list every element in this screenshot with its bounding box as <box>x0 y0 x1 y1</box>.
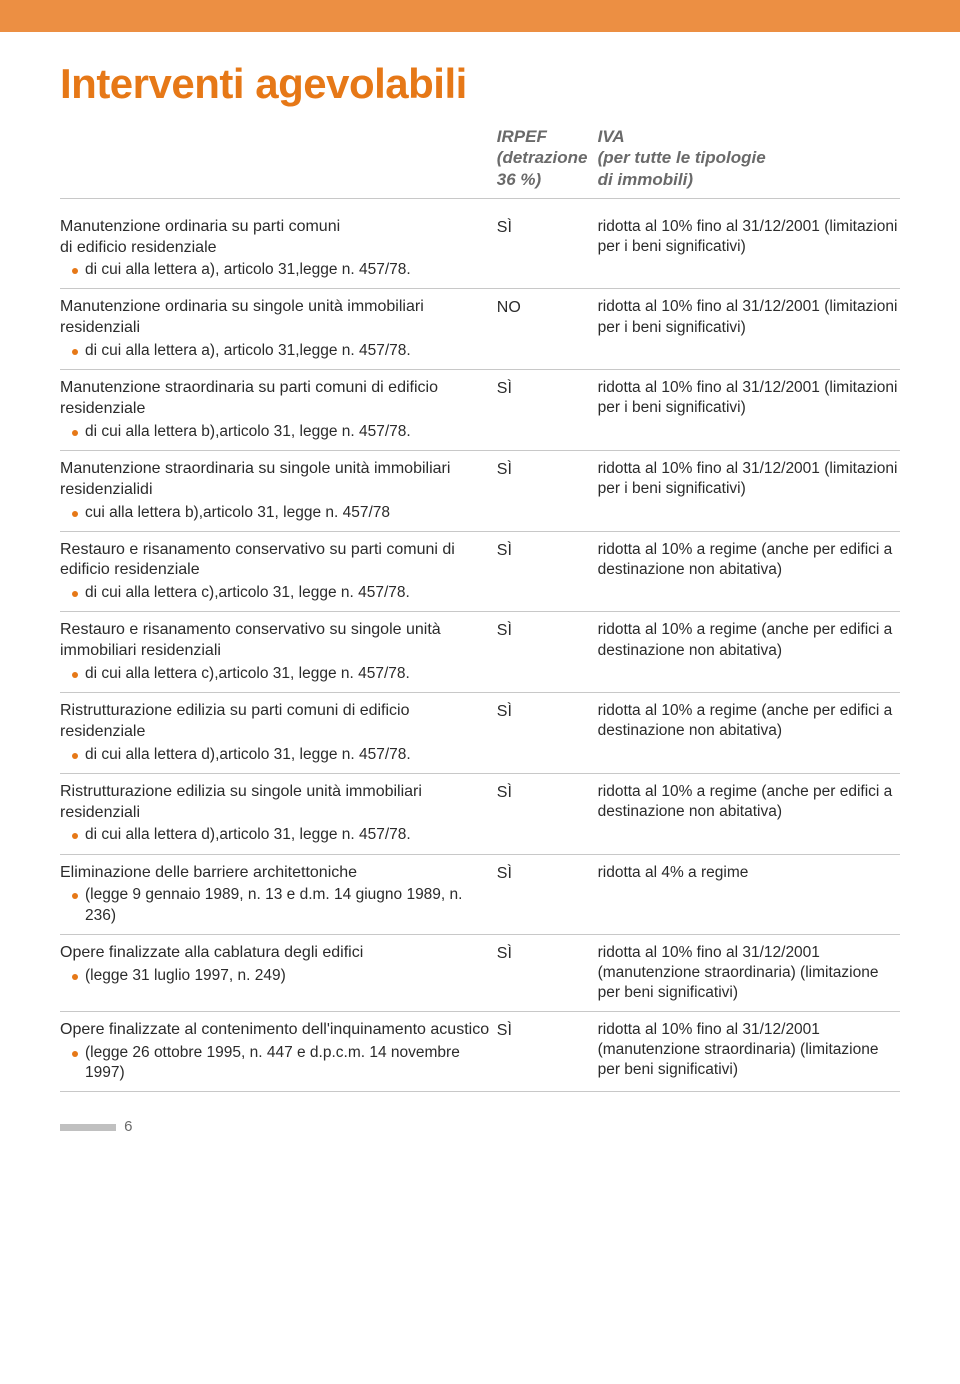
row-description: Ristrutturazione edilizia su singole uni… <box>60 782 497 846</box>
row-bullet-text: (legge 31 luglio 1997, n. 249) <box>85 966 286 986</box>
row-bullet-text: (legge 26 ottobre 1995, n. 447 e d.p.c.m… <box>85 1043 497 1083</box>
row-description: Manutenzione ordinaria su parti comuni d… <box>60 217 497 281</box>
bullet-icon <box>72 430 78 436</box>
row-description: Manutenzione straordinaria su singole un… <box>60 459 497 523</box>
row-iva-value: ridotta al 10% a regime (anche per edifi… <box>598 701 900 765</box>
bullet-icon <box>72 672 78 678</box>
row-description-main: Manutenzione straordinaria su singole un… <box>60 459 497 501</box>
row-description: Restauro e risanamento conservativo su p… <box>60 540 497 604</box>
row-irpef-value: SÌ <box>497 378 598 442</box>
row-iva-value: ridotta al 10% fino al 31/12/2001 (manut… <box>598 1020 900 1083</box>
row-irpef-value: SÌ <box>497 217 598 281</box>
page-footer: 6 <box>60 1118 900 1135</box>
row-irpef-value: SÌ <box>497 620 598 684</box>
row-description-main: Manutenzione ordinaria su parti comuni d… <box>60 217 497 259</box>
row-description-main: Restauro e risanamento conservativo su p… <box>60 540 497 582</box>
page-number: 6 <box>124 1118 132 1135</box>
table-row: Opere finalizzate al contenimento dell'i… <box>60 1012 900 1092</box>
row-bullet-line: di cui alla lettera d),articolo 31, legg… <box>60 825 497 845</box>
row-description-main: Ristrutturazione edilizia su parti comun… <box>60 701 497 743</box>
header-col-iva: IVA (per tutte le tipologie di immobili) <box>598 126 900 190</box>
row-bullet-text: di cui alla lettera a), articolo 31,legg… <box>85 260 411 280</box>
table-header-row: IRPEF (detrazione 36 %) IVA (per tutte l… <box>60 126 900 199</box>
row-bullet-text: di cui alla lettera a), articolo 31,legg… <box>85 341 411 361</box>
row-iva-value: ridotta al 10% fino al 31/12/2001 (limit… <box>598 378 900 442</box>
row-description: Eliminazione delle barriere architettoni… <box>60 863 497 926</box>
row-irpef-value: SÌ <box>497 540 598 604</box>
row-bullet-line: di cui alla lettera b),articolo 31, legg… <box>60 422 497 442</box>
row-bullet-text: (legge 9 gennaio 1989, n. 13 e d.m. 14 g… <box>85 885 497 925</box>
row-bullet-line: di cui alla lettera c),articolo 31, legg… <box>60 664 497 684</box>
header-col-description <box>60 126 497 190</box>
row-bullet-line: (legge 26 ottobre 1995, n. 447 e d.p.c.m… <box>60 1043 497 1083</box>
row-irpef-value: SÌ <box>497 1020 598 1083</box>
row-iva-value: ridotta al 10% fino al 31/12/2001 (limit… <box>598 297 900 361</box>
table-row: Restauro e risanamento conservativo su s… <box>60 612 900 693</box>
row-iva-value: ridotta al 10% a regime (anche per edifi… <box>598 540 900 604</box>
bullet-icon <box>72 893 78 899</box>
row-bullet-line: cui alla lettera b),articolo 31, legge n… <box>60 503 497 523</box>
table-body: Manutenzione ordinaria su parti comuni d… <box>60 209 900 1092</box>
row-irpef-value: SÌ <box>497 459 598 523</box>
row-irpef-value: NO <box>497 297 598 361</box>
bullet-icon <box>72 591 78 597</box>
row-bullet-text: di cui alla lettera d),articolo 31, legg… <box>85 825 411 845</box>
row-description: Ristrutturazione edilizia su parti comun… <box>60 701 497 765</box>
bullet-icon <box>72 974 78 980</box>
table-row: Ristrutturazione edilizia su parti comun… <box>60 693 900 774</box>
bullet-icon <box>72 268 78 274</box>
row-bullet-text: cui alla lettera b),articolo 31, legge n… <box>85 503 390 523</box>
row-description-main: Opere finalizzate al contenimento dell'i… <box>60 1020 497 1041</box>
row-irpef-value: SÌ <box>497 863 598 926</box>
row-bullet-line: di cui alla lettera a), articolo 31,legg… <box>60 341 497 361</box>
bullet-icon <box>72 753 78 759</box>
bullet-icon <box>72 349 78 355</box>
row-bullet-line: di cui alla lettera a), articolo 31,legg… <box>60 260 497 280</box>
row-description-main: Restauro e risanamento conservativo su s… <box>60 620 497 662</box>
row-bullet-text: di cui alla lettera c),articolo 31, legg… <box>85 664 410 684</box>
row-bullet-line: di cui alla lettera c),articolo 31, legg… <box>60 583 497 603</box>
table-row: Opere finalizzate alla cablatura degli e… <box>60 935 900 1012</box>
header-col-irpef: IRPEF (detrazione 36 %) <box>497 126 598 190</box>
row-description: Opere finalizzate alla cablatura degli e… <box>60 943 497 1003</box>
table-row: Eliminazione delle barriere architettoni… <box>60 855 900 935</box>
row-bullet-text: di cui alla lettera b),articolo 31, legg… <box>85 422 411 442</box>
row-iva-value: ridotta al 10% fino al 31/12/2001 (limit… <box>598 217 900 281</box>
page-content: Interventi agevolabili IRPEF (detrazione… <box>0 32 960 1175</box>
bullet-icon <box>72 1051 78 1057</box>
row-description: Manutenzione ordinaria su singole unità … <box>60 297 497 361</box>
row-iva-value: ridotta al 10% fino al 31/12/2001 (limit… <box>598 459 900 523</box>
row-iva-value: ridotta al 4% a regime <box>598 863 900 926</box>
row-bullet-line: (legge 31 luglio 1997, n. 249) <box>60 966 497 986</box>
row-iva-value: ridotta al 10% a regime (anche per edifi… <box>598 620 900 684</box>
row-description-main: Ristrutturazione edilizia su singole uni… <box>60 782 497 824</box>
row-description: Restauro e risanamento conservativo su s… <box>60 620 497 684</box>
row-iva-value: ridotta al 10% a regime (anche per edifi… <box>598 782 900 846</box>
table-row: Ristrutturazione edilizia su singole uni… <box>60 774 900 855</box>
page-title: Interventi agevolabili <box>60 60 900 108</box>
table-row: Manutenzione straordinaria su singole un… <box>60 451 900 532</box>
bullet-icon <box>72 833 78 839</box>
footer-bar-icon <box>60 1124 116 1131</box>
table-row: Manutenzione ordinaria su parti comuni d… <box>60 209 900 290</box>
row-description-main: Opere finalizzate alla cablatura degli e… <box>60 943 497 964</box>
header-bar <box>0 0 960 32</box>
row-bullet-text: di cui alla lettera d),articolo 31, legg… <box>85 745 411 765</box>
row-irpef-value: SÌ <box>497 943 598 1003</box>
row-description-main: Manutenzione ordinaria su singole unità … <box>60 297 497 339</box>
row-irpef-value: SÌ <box>497 701 598 765</box>
row-bullet-line: (legge 9 gennaio 1989, n. 13 e d.m. 14 g… <box>60 885 497 925</box>
row-bullet-text: di cui alla lettera c),articolo 31, legg… <box>85 583 410 603</box>
row-bullet-line: di cui alla lettera d),articolo 31, legg… <box>60 745 497 765</box>
row-description-main: Eliminazione delle barriere architettoni… <box>60 863 497 884</box>
row-description: Opere finalizzate al contenimento dell'i… <box>60 1020 497 1083</box>
row-irpef-value: SÌ <box>497 782 598 846</box>
row-description: Manutenzione straordinaria su parti comu… <box>60 378 497 442</box>
table-row: Manutenzione ordinaria su singole unità … <box>60 289 900 370</box>
row-description-main: Manutenzione straordinaria su parti comu… <box>60 378 497 420</box>
bullet-icon <box>72 511 78 517</box>
row-iva-value: ridotta al 10% fino al 31/12/2001 (manut… <box>598 943 900 1003</box>
table-row: Restauro e risanamento conservativo su p… <box>60 532 900 613</box>
table-row: Manutenzione straordinaria su parti comu… <box>60 370 900 451</box>
